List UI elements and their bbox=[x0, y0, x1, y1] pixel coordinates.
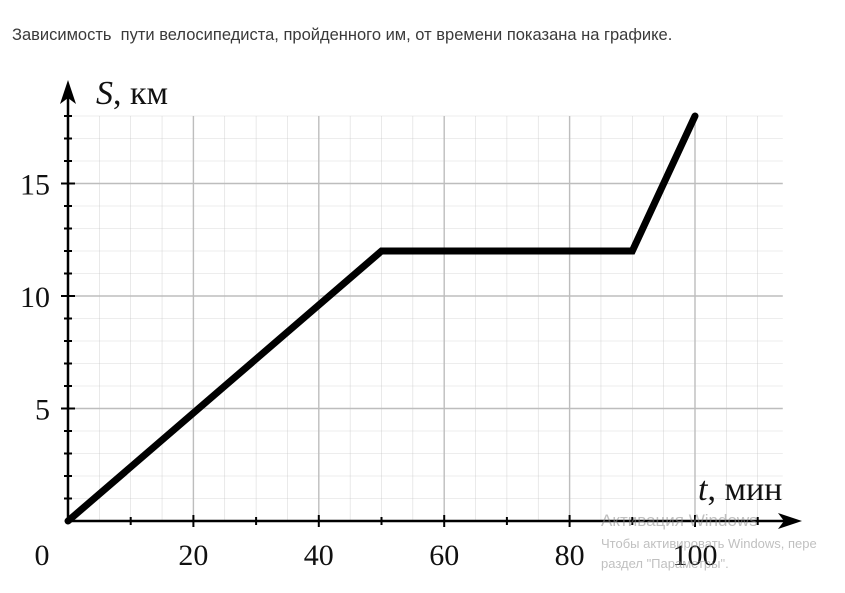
y-tick-label: 15 bbox=[20, 169, 50, 202]
x-tick-label: 60 bbox=[429, 539, 459, 572]
x-tick-label: 100 bbox=[673, 539, 718, 572]
y-axis-arrow-icon bbox=[60, 80, 76, 104]
origin-label: 0 bbox=[35, 539, 50, 572]
watermark-line-1: Чтобы активировать Windows, пере bbox=[601, 536, 817, 551]
minor-grid bbox=[68, 115, 783, 521]
y-tick-label: 5 bbox=[35, 394, 50, 427]
y-axis-label: S, км bbox=[96, 75, 168, 112]
x-tick-label: 20 bbox=[178, 539, 208, 572]
question-text: Зависимость пути велосипедиста, пройденн… bbox=[12, 26, 673, 44]
axis-ticks bbox=[61, 115, 759, 527]
watermark-line-2: раздел "Параметры". bbox=[601, 556, 729, 571]
tick-labels: 20 40 60 80 100 5 10 15 bbox=[20, 169, 718, 573]
x-axis-label: t, мин bbox=[698, 471, 782, 508]
axes bbox=[60, 80, 802, 529]
series-group bbox=[64, 112, 699, 525]
watermark-title: Активация Windows bbox=[601, 511, 758, 530]
x-tick-label: 40 bbox=[304, 539, 334, 572]
x-tick-label: 80 bbox=[555, 539, 585, 572]
series-line bbox=[64, 112, 699, 525]
x-axis-arrow-icon bbox=[778, 513, 802, 529]
y-tick-label: 10 bbox=[20, 281, 50, 314]
